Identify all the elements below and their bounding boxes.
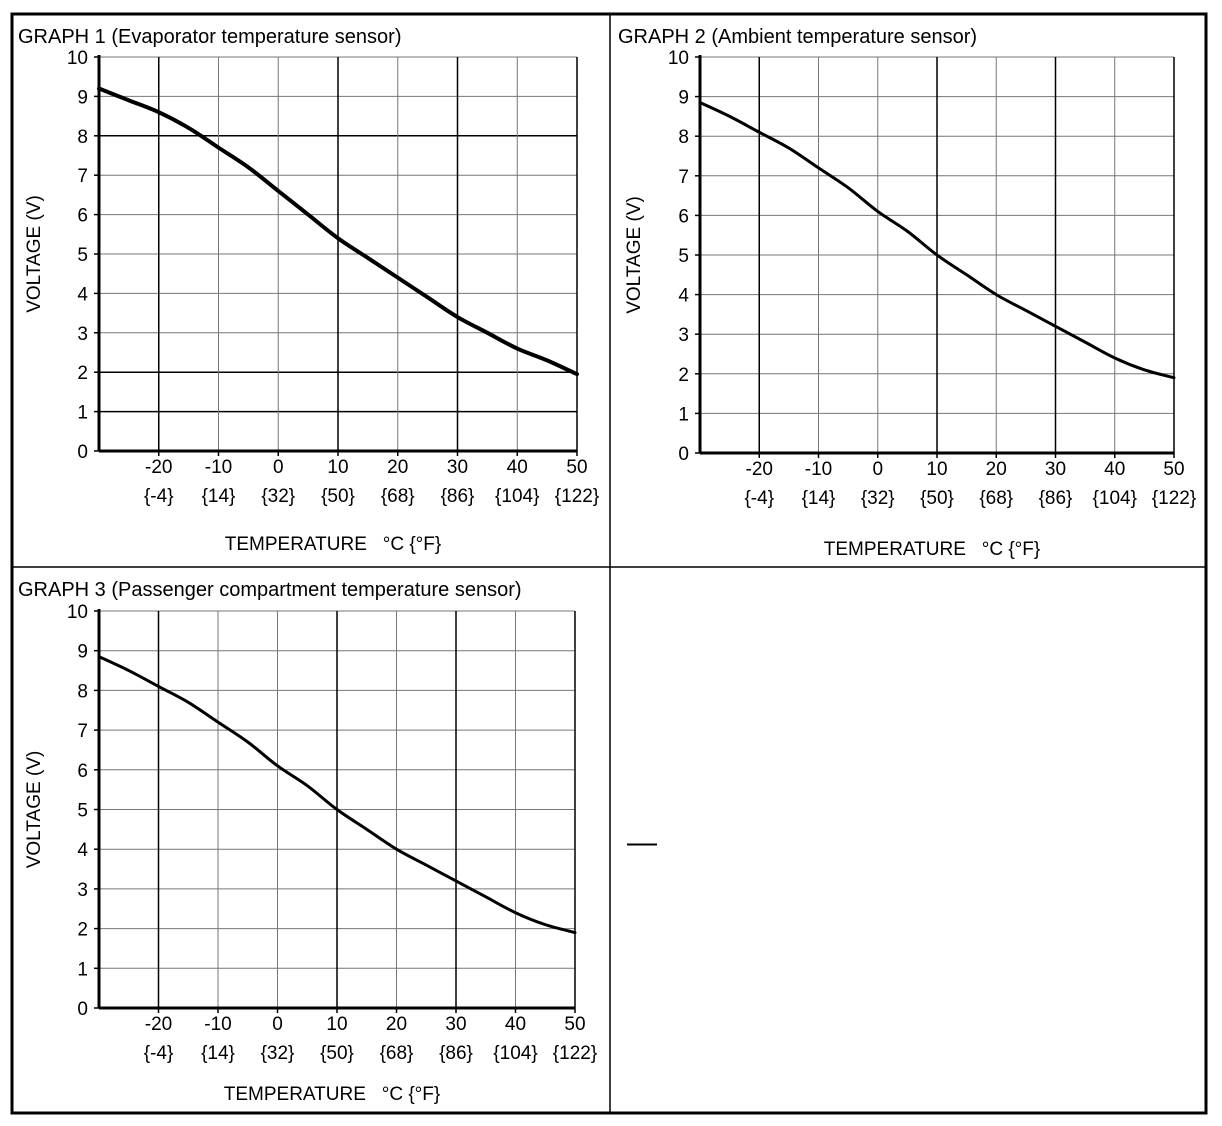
graph-1-x-tick-label-f: {14}	[202, 486, 236, 507]
graph-1-x-tick-label-f: {104}	[495, 486, 539, 507]
graph-2-y-tick-label: 3	[678, 325, 689, 346]
graph-2-title: GRAPH 2 (Ambient temperature sensor)	[618, 26, 977, 48]
graph-1-y-tick-label: 5	[77, 245, 88, 266]
graph-1-y-tick-label: 1	[77, 403, 88, 424]
graph-3-x-tick-label-f: {104}	[493, 1043, 537, 1064]
graph-2-x-tick-label: 30	[1045, 459, 1066, 480]
graph-3-x-tick-label-f: {32}	[261, 1043, 295, 1064]
graph-1-x-tick-label-f: {122}	[555, 486, 599, 507]
graph-2-x-tick-label-f: {-4}	[744, 488, 774, 509]
graph-3-y-tick-label: 7	[77, 721, 88, 742]
graph-3-x-tick-label-f: {-4}	[144, 1043, 174, 1064]
graph-1-title: GRAPH 1 (Evaporator temperature sensor)	[18, 26, 402, 48]
graph-2-x-tick-label-f: {104}	[1093, 488, 1137, 509]
graph-1-x-tick-label-f: {32}	[261, 486, 295, 507]
graph-1-x-tick-label: 50	[566, 457, 587, 478]
graph-1-y-tick-label: 0	[77, 442, 88, 463]
graph-2-x-tick-label: -20	[746, 459, 773, 480]
graph-2-y-tick-label: 4	[678, 286, 689, 307]
graph-3-x-tick-label: -20	[145, 1014, 172, 1035]
graph-2-y-tick-label: 2	[678, 365, 689, 386]
graph-2-x-tick-label-f: {14}	[802, 488, 836, 509]
graph-2-x-axis-label: TEMPERATURE °C {°F}	[824, 539, 1041, 560]
graph-3-y-axis-label: VOLTAGE (V)	[24, 751, 45, 869]
graph-2-x-tick-label: 0	[872, 459, 883, 480]
graph-3-y-tick-label: 5	[77, 801, 88, 822]
graph-1-x-tick-label: 30	[447, 457, 468, 478]
graph-1-y-tick-label: 3	[77, 324, 88, 345]
graph-3-voltage-curve	[97, 655, 577, 935]
graph-3-y-tick-label: 8	[77, 681, 88, 702]
graph-1-x-tick-label: 40	[507, 457, 528, 478]
graph-1-x-tick-label: 10	[327, 457, 348, 478]
graph-3-x-tick-label: 50	[564, 1014, 585, 1035]
graph-3-title: GRAPH 3 (Passenger compartment temperatu…	[18, 579, 522, 601]
graph-1-y-tick-label: 9	[77, 87, 88, 108]
graph-3-x-tick-label: 20	[386, 1014, 407, 1035]
graph-2-voltage-curve	[698, 101, 1176, 380]
graph-3-x-tick-label: 10	[326, 1014, 347, 1035]
graph-3-y-tick-label: 1	[77, 959, 88, 980]
graph-1-x-tick-label: -20	[145, 457, 172, 478]
graph-2-y-tick-label: 8	[678, 127, 689, 148]
graph-2-y-tick-label: 5	[678, 246, 689, 267]
graph-2-x-tick-label: 40	[1104, 459, 1125, 480]
graph-2-x-tick-label: -10	[805, 459, 832, 480]
graph-1-y-axis-label: VOLTAGE (V)	[24, 195, 45, 313]
graph-1-y-tick-label: 4	[77, 284, 88, 305]
graph-1-y-tick-label: 6	[77, 206, 88, 227]
graph-2-x-tick-label-f: {50}	[920, 488, 954, 509]
graph-1-y-tick-label: 8	[77, 127, 88, 148]
graph-3-x-axis-label: TEMPERATURE °C {°F}	[224, 1084, 441, 1105]
graph-3-x-tick-label-f: {86}	[439, 1043, 473, 1064]
graph-3-y-tick-label: 6	[77, 761, 88, 782]
graph-1-voltage-curve	[97, 86, 579, 377]
graph-3-y-tick-label: 10	[67, 602, 88, 623]
graph-1-x-tick-label-f: {68}	[381, 486, 415, 507]
dash-mark: —	[627, 826, 657, 859]
graph-1-y-tick-label: 2	[77, 363, 88, 384]
graph-1-x-tick-label-f: {50}	[321, 486, 355, 507]
graph-1-x-tick-label-f: {-4}	[144, 486, 174, 507]
graph-3-x-tick-label: -10	[204, 1014, 231, 1035]
graph-2-y-tick-label: 10	[668, 48, 689, 69]
graph-3-y-tick-label: 9	[77, 642, 88, 663]
graph-1-x-tick-label-f: {86}	[441, 486, 475, 507]
graph-2-x-tick-label-f: {122}	[1152, 488, 1196, 509]
graph-3-x-tick-label-f: {14}	[201, 1043, 235, 1064]
graph-3-y-tick-label: 4	[77, 840, 88, 861]
graph-2-y-axis-label: VOLTAGE (V)	[624, 196, 645, 314]
graph-2-x-tick-label: 20	[986, 459, 1007, 480]
graph-3-x-tick-label: 0	[272, 1014, 283, 1035]
graph-3-x-tick-label: 30	[445, 1014, 466, 1035]
graph-2-x-tick-label: 50	[1163, 459, 1184, 480]
graph-2-y-tick-label: 6	[678, 206, 689, 227]
graph-1-y-tick-label: 7	[77, 166, 88, 187]
graph-3-x-tick-label-f: {50}	[320, 1043, 354, 1064]
graph-1-panel: GRAPH 1 (Evaporator temperature sensor) 0…	[18, 26, 599, 555]
graph-2-y-tick-label: 1	[678, 404, 689, 425]
graph-3-panel: GRAPH 3 (Passenger compartment temperatu…	[18, 579, 597, 1105]
sheet-frame	[10, 12, 1208, 1115]
graph-2-x-tick-label: 10	[926, 459, 947, 480]
graph-2-panel: GRAPH 2 (Ambient temperature sensor) 0 1 2 3…	[618, 26, 1196, 560]
graph-2-y-tick-label: 7	[678, 167, 689, 188]
graph-3-x-tick-label: 40	[505, 1014, 526, 1035]
graph-2-x-tick-label-f: {68}	[979, 488, 1013, 509]
graph-1-y-tick-label: 10	[67, 48, 88, 69]
graph-1-x-tick-label: 0	[273, 457, 284, 478]
graph-2-x-tick-label-f: {86}	[1039, 488, 1073, 509]
graph-3-y-tick-label: 3	[77, 880, 88, 901]
graph-3-y-tick-label: 0	[77, 999, 88, 1020]
graph-3-x-tick-label-f: {68}	[380, 1043, 414, 1064]
graph-1-x-tick-label: 20	[387, 457, 408, 478]
graph-2-x-tick-label-f: {32}	[861, 488, 895, 509]
graph-2-y-tick-label: 9	[678, 88, 689, 109]
graph-2-y-tick-label: 0	[678, 444, 689, 465]
graph-3-y-tick-label: 2	[77, 920, 88, 941]
graph-1-x-axis-label: TEMPERATURE °C {°F}	[225, 534, 442, 555]
graph-1-x-tick-label: -10	[205, 457, 232, 478]
graph-3-x-tick-label-f: {122}	[553, 1043, 597, 1064]
